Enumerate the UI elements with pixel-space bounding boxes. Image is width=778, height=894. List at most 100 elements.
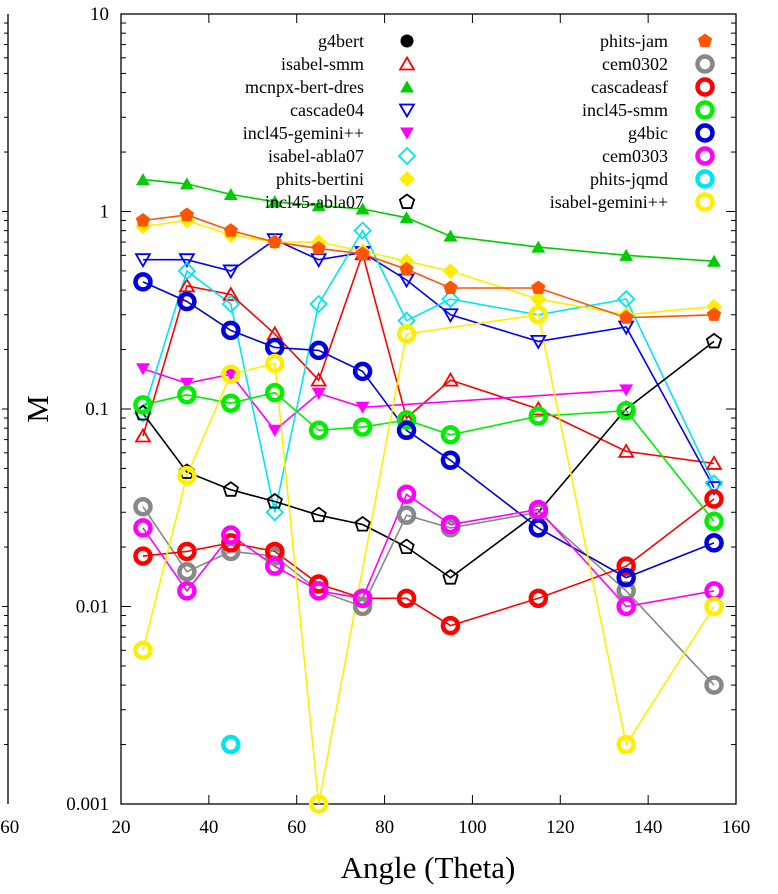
data-point-6-7	[442, 262, 459, 279]
legend-marker	[399, 171, 415, 187]
legend-marker	[697, 33, 713, 48]
x-tick-label: 40	[199, 817, 218, 838]
data-point-1-4	[310, 371, 328, 387]
legend-marker	[400, 80, 414, 93]
x-axis-title: Angle (Theta)	[341, 850, 516, 885]
data-point-9-10	[704, 675, 724, 695]
data-point-4-1	[179, 377, 194, 390]
data-point-8-7	[443, 280, 458, 295]
data-point-8-8	[531, 280, 546, 295]
data-point-8-10	[706, 307, 722, 321]
data-point-8-5	[355, 246, 370, 260]
left-panel-fragment: 160	[0, 14, 19, 838]
data-point-5-4	[309, 294, 328, 314]
data-point-13-1	[177, 581, 197, 601]
legend-label: incl45-gemini++	[243, 123, 364, 143]
data-point-2-3	[267, 195, 282, 208]
y-tick-label: 0.001	[66, 794, 109, 815]
legend-label: incl45-smm	[582, 100, 668, 120]
legend-label: incl45-abla07	[265, 192, 364, 212]
data-point-15-1	[177, 465, 197, 486]
data-point-15-3	[265, 353, 285, 374]
legend-marker	[398, 103, 416, 119]
data-point-1-0	[134, 427, 152, 443]
data-point-10-7	[440, 615, 461, 636]
legend-marker	[398, 55, 416, 71]
data-point-7-10	[705, 332, 723, 349]
legend-label: phits-bertini	[276, 169, 364, 189]
x-tick-label: 160	[722, 817, 751, 838]
x-tick-label: 120	[546, 817, 575, 838]
axis-ticks: 20 40 60 80 100 120 140 160 0.001 0.01 0.1 1 10	[2, 4, 750, 838]
x-tick-label: 140	[634, 817, 663, 838]
data-point-12-2	[221, 320, 241, 341]
series-markers	[133, 173, 724, 814]
left-fragment-tick-label: 160	[0, 817, 19, 838]
legend-label: cem0302	[602, 54, 668, 74]
data-point-8-1	[179, 207, 195, 222]
data-point-1-2	[222, 286, 240, 301]
data-point-1-9	[617, 443, 635, 458]
y-tick-label: 1	[100, 202, 110, 223]
series-line-7	[142, 340, 715, 579]
data-point-7-2	[222, 481, 240, 497]
data-point-13-2	[221, 525, 241, 545]
data-point-10-0	[133, 546, 153, 566]
data-point-5-1	[177, 261, 197, 281]
data-point-2-2	[223, 187, 238, 200]
data-point-13-0	[133, 518, 153, 538]
data-point-12-9	[616, 567, 636, 588]
data-point-11-4	[308, 420, 329, 441]
data-point-2-0	[136, 173, 150, 186]
data-point-12-8	[528, 518, 549, 538]
data-point-13-9	[616, 596, 636, 617]
x-tick-label: 80	[375, 817, 394, 838]
data-point-9-5	[352, 596, 373, 617]
legend-label: cem0303	[602, 146, 668, 166]
legend-marker	[397, 146, 417, 166]
series-line-5	[142, 228, 715, 513]
legend-marker	[400, 127, 414, 140]
data-point-11-10	[704, 511, 724, 532]
data-point-4-4	[311, 387, 326, 400]
data-point-5-10	[704, 474, 724, 493]
legend-marker	[400, 34, 414, 48]
data-point-13-4	[308, 581, 329, 601]
data-point-4-3	[267, 424, 282, 437]
series-line-12	[142, 281, 715, 579]
data-point-2-6	[399, 211, 414, 224]
data-point-15-7	[616, 734, 636, 755]
data-point-2-9	[619, 248, 634, 261]
data-point-13-5	[352, 588, 373, 609]
data-point-10-8	[528, 588, 549, 609]
data-point-9-6	[396, 505, 417, 525]
data-point-7-3	[266, 492, 283, 509]
data-point-4-6	[619, 384, 634, 397]
data-point-7-7	[442, 569, 459, 585]
legend-label: cascadeasf	[591, 77, 668, 97]
legend-marker	[695, 123, 715, 143]
data-point-12-0	[133, 272, 153, 292]
data-point-2-8	[531, 240, 546, 253]
legend-label: g4bic	[628, 123, 668, 143]
data-point-4-0	[136, 363, 150, 376]
data-point-5-2	[221, 294, 241, 314]
legend-label: isabel-abla07	[268, 146, 364, 166]
data-point-12-10	[704, 533, 724, 553]
data-point-9-0	[133, 496, 153, 517]
data-point-11-8	[528, 406, 549, 426]
legend: g4bert isabel-smm mcnpx-bert-dres cascade04…	[243, 31, 715, 212]
data-point-13-7	[440, 514, 461, 535]
legend-label: cascade04	[290, 100, 364, 120]
data-point-10-9	[616, 556, 636, 576]
data-point-4-2	[223, 368, 238, 381]
data-point-1-10	[705, 455, 723, 470]
x-tick-label: 100	[458, 817, 487, 838]
data-point-3-7	[441, 308, 459, 324]
legend-marker	[695, 169, 715, 189]
data-point-13-6	[396, 484, 417, 505]
legend-marker	[695, 146, 715, 166]
legend-label: isabel-gemini++	[550, 192, 668, 212]
data-point-3-0	[134, 253, 152, 269]
